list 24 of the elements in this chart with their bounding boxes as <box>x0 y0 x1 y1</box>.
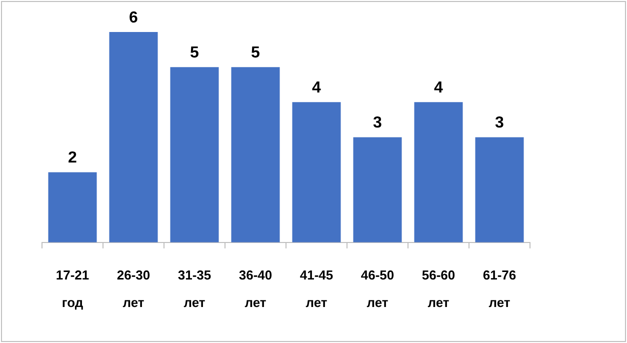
data-label: 3 <box>373 114 382 132</box>
x-tick-label: 26-30 лет <box>116 268 150 310</box>
data-label: 4 <box>312 80 322 97</box>
bar <box>109 32 158 242</box>
x-tick-label: 31-35 лет <box>178 268 212 310</box>
bar <box>475 137 524 242</box>
data-label: 4 <box>434 80 444 97</box>
x-tick-label: 46-50 лет <box>360 268 394 310</box>
bar <box>414 102 463 242</box>
bar <box>353 137 402 242</box>
bar <box>231 67 280 242</box>
x-tick-label: 41-45 лет <box>300 268 334 310</box>
x-tick-label: 56-60 лет <box>422 268 456 310</box>
data-label: 6 <box>129 9 138 26</box>
data-label: 2 <box>68 150 78 167</box>
bar <box>48 172 97 242</box>
x-tick-label: 61-76 лет <box>482 268 516 310</box>
bar <box>292 102 341 242</box>
bar <box>170 67 219 242</box>
x-tick-label: 36-40 лет <box>238 268 272 310</box>
data-label: 5 <box>251 44 260 62</box>
x-tick-label: 17-21 год <box>56 268 90 310</box>
data-label: 5 <box>190 44 200 62</box>
data-label: 3 <box>495 114 504 132</box>
